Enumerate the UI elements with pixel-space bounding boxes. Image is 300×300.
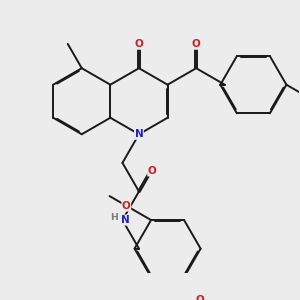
Text: O: O <box>195 296 204 300</box>
Text: O: O <box>135 39 143 49</box>
Text: O: O <box>122 201 131 211</box>
Text: O: O <box>148 166 157 176</box>
Text: H: H <box>110 213 118 222</box>
Text: N: N <box>121 215 130 225</box>
Text: O: O <box>192 39 200 49</box>
Text: N: N <box>135 129 143 139</box>
